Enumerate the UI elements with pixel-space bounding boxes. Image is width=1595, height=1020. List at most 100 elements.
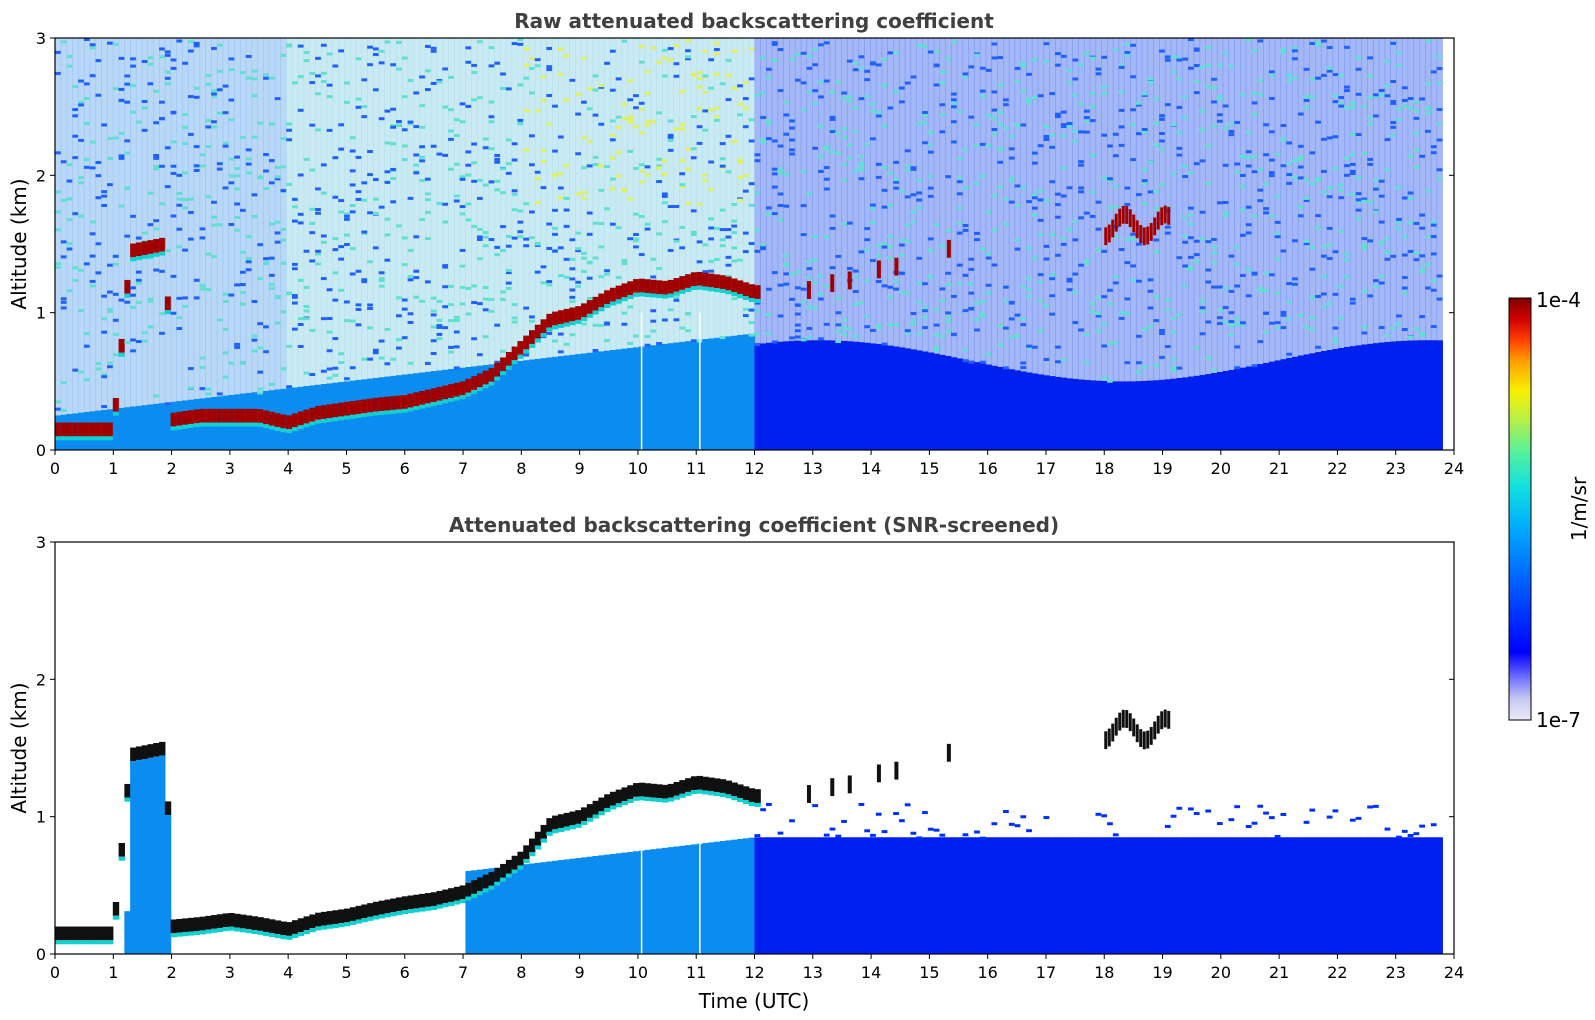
- noise-speck: [933, 307, 940, 311]
- noise-speck: [1320, 190, 1327, 194]
- noise-speck: [1107, 206, 1113, 210]
- noise-speck: [1326, 46, 1333, 50]
- noise-speck: [939, 244, 946, 248]
- noise-speck: [766, 287, 772, 291]
- noise-speck: [581, 322, 587, 326]
- cloud-edge-cell: [95, 436, 102, 441]
- noise-column: [1147, 38, 1154, 381]
- noise-speck: [326, 52, 333, 56]
- noise-speck: [633, 212, 639, 216]
- noise-speck: [1251, 272, 1258, 276]
- noise-speck: [933, 348, 940, 352]
- cloud-layer-cell: [349, 401, 357, 415]
- noise-speck: [124, 82, 131, 86]
- noise-speck: [1297, 176, 1304, 180]
- aerosol-column: [581, 353, 588, 450]
- noise-speck: [760, 115, 767, 119]
- noise-speck: [916, 179, 923, 183]
- noise-speck: [1216, 97, 1223, 101]
- noise-speck: [228, 57, 235, 61]
- noise-speck: [696, 202, 703, 206]
- noise-speck: [742, 189, 749, 193]
- cloud-layer-cell: [494, 868, 501, 882]
- noise-speck: [673, 239, 680, 243]
- noise-speck: [1268, 321, 1275, 325]
- noise-speck: [280, 189, 287, 193]
- noise-speck: [211, 125, 217, 129]
- noise-speck: [338, 352, 345, 356]
- cloud-layer-cell: [251, 916, 258, 931]
- noise-speck: [176, 245, 183, 249]
- noise-speck: [1049, 273, 1056, 277]
- noise-speck: [1361, 325, 1368, 329]
- noise-speck: [563, 342, 570, 346]
- aerosol-column: [974, 837, 981, 954]
- noise-speck: [1401, 104, 1408, 108]
- high-cloud-cell: [1163, 709, 1167, 728]
- noise-speck: [829, 226, 836, 230]
- cloud-layer-cell: [673, 277, 680, 292]
- noise-speck: [1228, 254, 1235, 258]
- noise-speck: [1037, 144, 1044, 148]
- noise-speck: [1234, 317, 1241, 321]
- noise-column: [1413, 38, 1420, 341]
- noise-speck: [540, 159, 547, 163]
- noise-speck: [494, 179, 501, 183]
- noise-speck: [604, 272, 610, 276]
- aerosol-column: [1193, 375, 1201, 450]
- noise-speck: [546, 68, 553, 72]
- noise-speck: [638, 44, 645, 48]
- noise-speck: [367, 45, 373, 49]
- noise-speck: [933, 49, 940, 53]
- aerosol-column: [922, 351, 929, 450]
- noise-speck: [1245, 164, 1252, 168]
- noise-speck: [1413, 109, 1420, 113]
- noise-speck: [401, 95, 408, 99]
- cloud-layer-cell: [667, 783, 675, 798]
- noise-speck: [563, 275, 570, 279]
- noise-speck: [153, 164, 160, 168]
- cloud-edge-cell: [604, 808, 611, 813]
- noise-speck: [1193, 239, 1200, 243]
- noise-speck: [1309, 151, 1316, 155]
- cloud-layer-cell: [702, 272, 709, 287]
- noise-speck: [413, 91, 420, 95]
- screened-speck: [1205, 809, 1212, 813]
- cloud-layer-cell: [401, 896, 409, 911]
- noise-column: [737, 38, 744, 335]
- cloud-edge-cell: [367, 916, 374, 921]
- noise-speck: [898, 253, 905, 257]
- aerosol-column: [777, 837, 784, 954]
- noise-speck: [835, 131, 842, 135]
- aerosol-column: [1072, 378, 1079, 450]
- noise-column: [962, 38, 969, 360]
- noise-speck: [89, 166, 96, 170]
- noise-speck: [234, 167, 240, 171]
- noise-speck: [205, 145, 212, 149]
- noise-speck: [1338, 104, 1345, 108]
- noise-column: [239, 38, 247, 394]
- noise-speck: [320, 277, 327, 281]
- noise-speck: [72, 108, 79, 112]
- noise-speck: [476, 96, 483, 100]
- noise-speck: [286, 182, 293, 186]
- screened-speck: [766, 802, 772, 806]
- cloud-edge-cell: [239, 928, 247, 933]
- cloud-layer-cell: [60, 422, 68, 437]
- noise-speck: [1344, 275, 1350, 279]
- aerosol-column: [1199, 837, 1206, 954]
- noise-speck: [1338, 229, 1345, 233]
- noise-speck: [922, 326, 928, 330]
- noise-speck: [1101, 322, 1108, 326]
- noise-speck: [83, 344, 90, 348]
- noise-speck: [829, 150, 836, 154]
- cloud-layer-cell: [216, 914, 224, 928]
- aerosol-column: [1193, 837, 1201, 954]
- cloud-edge-cell: [89, 436, 97, 441]
- noise-speck: [303, 317, 310, 321]
- noise-speck: [419, 75, 425, 79]
- noise-speck: [1066, 122, 1073, 126]
- aerosol-column: [465, 366, 472, 450]
- cloud-layer-cell: [83, 926, 91, 941]
- noise-column: [228, 38, 235, 395]
